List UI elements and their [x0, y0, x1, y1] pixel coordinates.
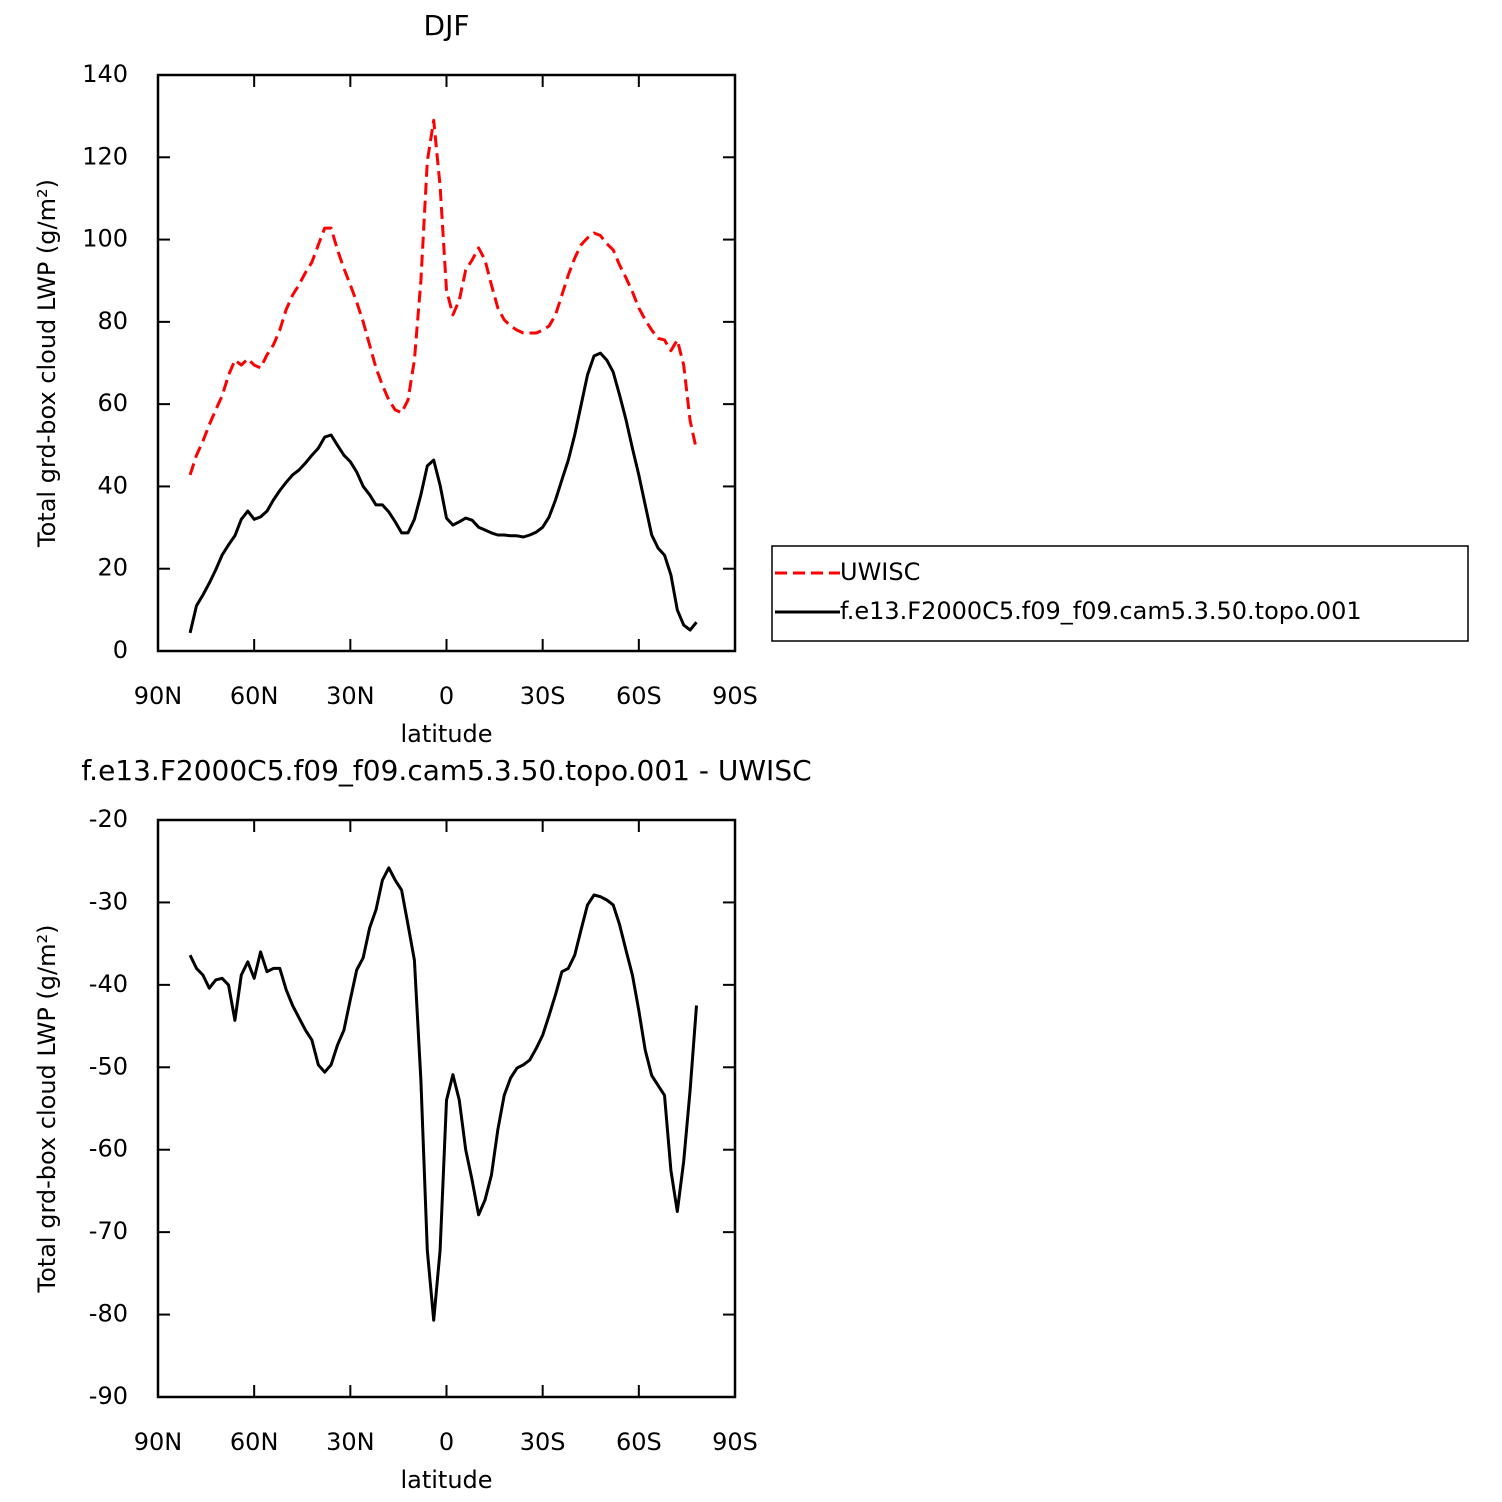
data-line: [188, 866, 698, 1322]
x-tick-label: 0: [439, 682, 454, 710]
x-tick-label: 60S: [616, 1428, 662, 1456]
y-tick-label: -20: [89, 805, 128, 833]
y-tick-label: -90: [89, 1382, 128, 1410]
y-tick-label: 100: [82, 225, 128, 253]
chart-title: f.e13.F2000C5.f09_f09.cam5.3.50.topo.001…: [81, 754, 811, 787]
x-tick-label: 30N: [326, 1428, 375, 1456]
y-tick-label: -30: [89, 887, 128, 915]
y-tick-label: -40: [89, 970, 128, 998]
x-tick-label: 90N: [134, 682, 183, 710]
chart-title: DJF: [424, 9, 470, 42]
x-tick-label: 60S: [616, 682, 662, 710]
x-tick-label: 30S: [520, 682, 566, 710]
y-axis-label: Total grd-box cloud LWP (g/m²): [33, 179, 61, 548]
legend-label: f.e13.F2000C5.f09_f09.cam5.3.50.topo.001: [840, 597, 1362, 625]
data-line: [188, 118, 698, 476]
legend-label: UWISC: [840, 558, 920, 586]
y-axis-label: Total grd-box cloud LWP (g/m²): [33, 925, 61, 1294]
x-tick-label: 60N: [230, 682, 279, 710]
x-tick-label: 90S: [712, 1428, 758, 1456]
x-axis-label: latitude: [400, 720, 492, 748]
x-axis-label: latitude: [400, 1466, 492, 1494]
y-tick-label: 40: [97, 471, 128, 499]
y-tick-label: 80: [97, 307, 128, 335]
y-tick-label: 140: [82, 60, 128, 88]
x-tick-label: 60N: [230, 1428, 279, 1456]
y-tick-label: 20: [97, 554, 128, 582]
y-tick-label: 60: [97, 389, 128, 417]
x-tick-label: 30S: [520, 1428, 566, 1456]
y-tick-label: -80: [89, 1300, 128, 1328]
y-tick-label: 0: [113, 636, 128, 664]
x-tick-label: 90N: [134, 1428, 183, 1456]
data-line: [188, 351, 698, 634]
x-tick-label: 30N: [326, 682, 375, 710]
y-tick-label: -50: [89, 1052, 128, 1080]
y-tick-label: -60: [89, 1135, 128, 1163]
x-tick-label: 0: [439, 1428, 454, 1456]
y-tick-label: -70: [89, 1217, 128, 1245]
y-tick-label: 120: [82, 142, 128, 170]
legend-box: [771, 545, 1469, 642]
x-tick-label: 90S: [712, 682, 758, 710]
